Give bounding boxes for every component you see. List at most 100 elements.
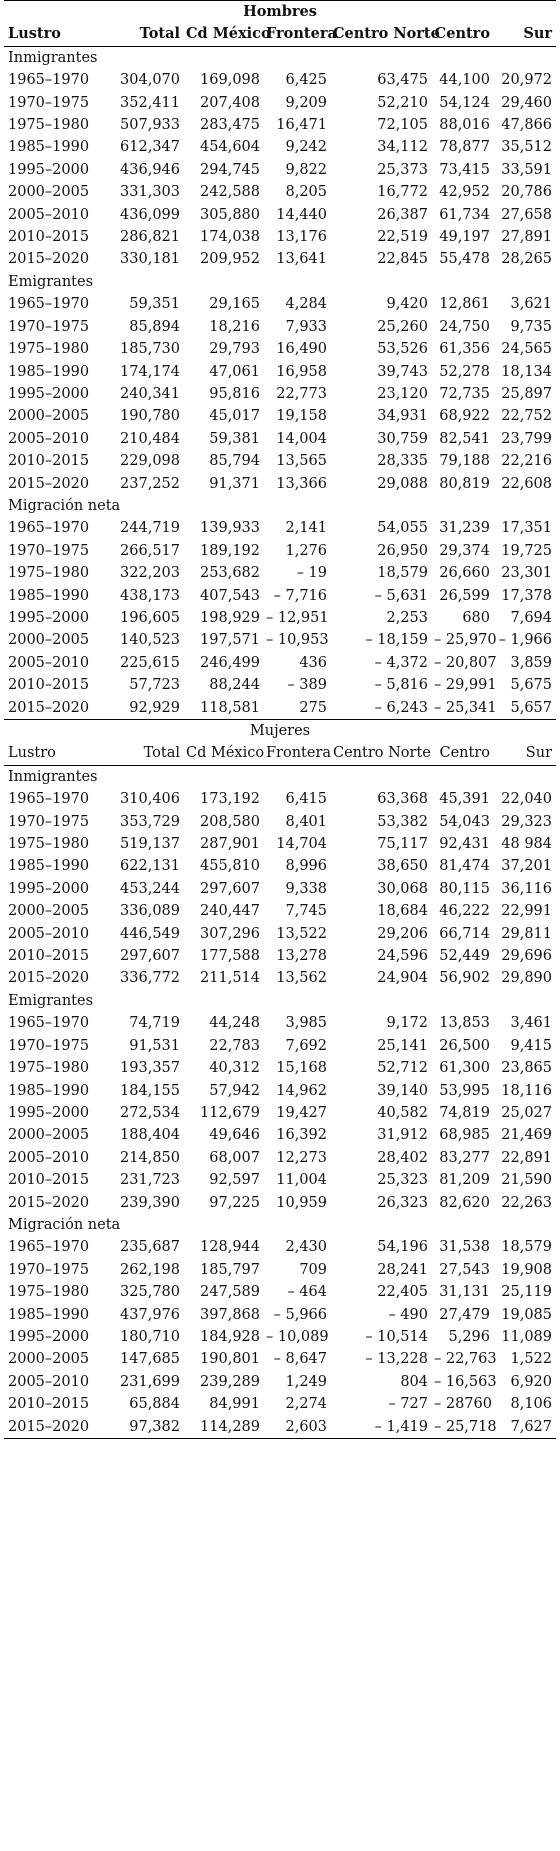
table-cell: 83,277 (439, 1149, 490, 1166)
table-cell: – 5,631 (374, 587, 428, 604)
table-cell: 66,714 (439, 925, 490, 942)
table-cell: 1,249 (285, 1373, 327, 1390)
table-cell: – 20,807 (434, 654, 497, 671)
table-cell: 235,687 (120, 1239, 180, 1256)
table-cell: 46,222 (439, 903, 490, 920)
table-cell: 36,116 (501, 880, 553, 897)
row-period: 2000–2005 (8, 632, 90, 649)
column-header: Lustro (4, 742, 112, 766)
table-row: 1995–2000 180,710 184,928 – 10,089 – 10,514 5… (4, 1326, 556, 1348)
migration-table: Hombres Lustro Total Cd México Frontera Centr… (4, 0, 557, 1439)
table-cell: 59,381 (209, 430, 260, 447)
table-cell: 68,922 (439, 408, 490, 425)
table-cell: 13,641 (276, 251, 327, 268)
table-cell: 438,173 (120, 587, 180, 604)
table-cell: 56,902 (439, 970, 490, 987)
table-cell: 31,131 (439, 1284, 490, 1301)
row-period: 1965–1970 (8, 1015, 90, 1032)
table-cell: 244,719 (120, 520, 180, 537)
row-period: 1995–2000 (8, 1328, 90, 1345)
table-cell: 21,469 (501, 1127, 553, 1144)
migration-table-body: Hombres Lustro Total Cd México Frontera Centr… (4, 0, 557, 1439)
section-label: Emigrantes (8, 273, 94, 290)
table-cell: 322,203 (120, 565, 180, 582)
table-cell: 92,431 (439, 836, 490, 853)
table-cell: 26,387 (377, 206, 428, 223)
table-cell: 85,894 (129, 318, 180, 335)
table-cell: 336,089 (120, 903, 180, 920)
table-cell: 39,140 (377, 1082, 428, 1099)
table-cell: 272,534 (120, 1104, 180, 1121)
table-cell: 48 984 (501, 836, 553, 853)
table-cell: – 19 (296, 565, 327, 582)
table-cell: 82,541 (439, 430, 490, 447)
table-cell: 9,172 (386, 1015, 428, 1032)
table-cell: 27,891 (501, 229, 553, 246)
row-period: 1995–2000 (8, 161, 90, 178)
table-cell: 11,004 (276, 1172, 327, 1189)
table-cell: 3,985 (285, 1015, 327, 1032)
table-cell: 31,912 (377, 1127, 428, 1144)
table-cell: 239,390 (120, 1194, 180, 1211)
table-cell: 11,089 (501, 1328, 553, 1345)
table-cell: 266,517 (120, 542, 180, 559)
table-cell: 72,105 (377, 117, 428, 134)
table-cell: 180,710 (120, 1328, 180, 1345)
hombres-section-row: Migración neta (4, 495, 556, 517)
table-cell: 436 (299, 654, 327, 671)
table-cell: 307,296 (200, 925, 260, 942)
table-cell: 352,411 (120, 94, 180, 111)
row-period: 1995–2000 (8, 609, 90, 626)
table-cell: 34,112 (377, 139, 428, 156)
table-cell: 8,106 (510, 1396, 553, 1413)
table-cell: – 389 (287, 677, 327, 694)
row-period: 2005–2010 (8, 430, 90, 447)
table-cell: 9,415 (510, 1037, 553, 1054)
table-cell: 63,475 (377, 72, 428, 89)
table-row: 2005–2010 231,699 239,289 1,249 804 – 16,563 6… (4, 1371, 556, 1393)
row-period: 1975–1980 (8, 117, 90, 134)
row-period: 1995–2000 (8, 880, 90, 897)
table-row: 1985–1990 174,174 47,061 16,958 39,743 52,278… (4, 361, 556, 383)
hombres-header-row: Lustro Total Cd México Frontera Centro Norte… (4, 23, 557, 47)
table-cell: 174,038 (200, 229, 260, 246)
table-cell: 22,773 (276, 385, 327, 402)
table-cell: 61,300 (439, 1060, 490, 1077)
table-cell: 54,124 (439, 94, 490, 111)
table-cell: 61,734 (439, 206, 490, 223)
table-cell: 210,484 (120, 430, 180, 447)
table-row: 2015–2020 97,382 114,289 2,603– 1,419– 25,7… (4, 1415, 557, 1439)
table-cell: 29,890 (501, 970, 553, 987)
table-cell: 22,263 (501, 1194, 553, 1211)
table-cell: 85,794 (209, 453, 260, 470)
table-cell: 325,780 (120, 1284, 180, 1301)
table-cell: 92,597 (209, 1172, 260, 1189)
column-header: Centro (432, 23, 494, 47)
table-cell: 88,016 (439, 117, 490, 134)
table-cell: 16,471 (276, 117, 327, 134)
table-cell: 229,098 (120, 453, 180, 470)
table-cell: 436,946 (120, 161, 180, 178)
table-cell: 14,004 (276, 430, 327, 447)
table-cell: 297,607 (200, 880, 260, 897)
table-cell: 28,402 (377, 1149, 428, 1166)
table-cell: 184,928 (200, 1328, 260, 1345)
table-cell: 6,425 (285, 72, 327, 89)
table-cell: 310,406 (120, 791, 180, 808)
table-cell: 33,591 (501, 161, 553, 178)
table-cell: 28,265 (501, 251, 553, 268)
table-cell: – 4,372 (374, 654, 428, 671)
table-row: 2010–2015 229,098 85,794 13,565 28,335 79,188… (4, 450, 556, 472)
table-cell: 75,117 (377, 836, 428, 853)
section-label: Inmigrantes (8, 768, 98, 785)
column-header: Lustro (4, 23, 112, 47)
table-cell: 9,822 (285, 161, 327, 178)
table-cell: 23,120 (377, 385, 428, 402)
table-cell: 453,244 (120, 880, 180, 897)
table-cell: 12,861 (439, 296, 490, 313)
table-cell: – 29,991 (434, 677, 497, 694)
table-cell: 38,650 (377, 858, 428, 875)
table-cell: 7,692 (285, 1037, 327, 1054)
table-cell: 2,253 (386, 609, 428, 626)
table-cell: 52,449 (439, 948, 490, 965)
